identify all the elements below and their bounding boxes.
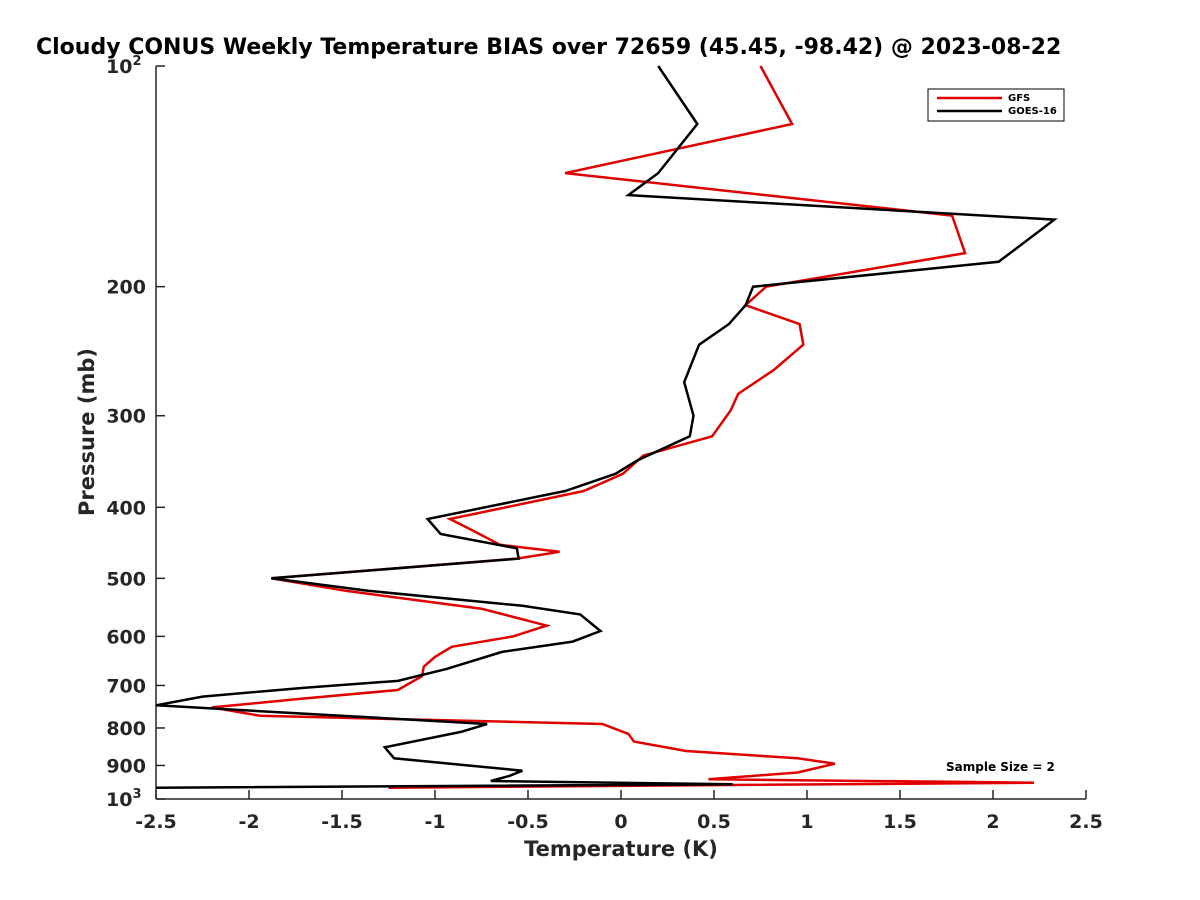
- x-tick-label: -2: [238, 811, 259, 833]
- legend-label-goes16: GOES-16: [1008, 106, 1057, 117]
- plot-area: -2.5 -2 -1.5 -1 -0.5 0 0.5 1 1.5 2 2.5 102 200 300 40…: [106, 54, 1103, 833]
- legend: GFS GOES-16: [927, 88, 1065, 122]
- y-tick-label: 600: [106, 626, 146, 648]
- series-group: [155, 65, 1058, 789]
- legend-label-gfs: GFS: [1008, 93, 1030, 104]
- y-tick-label: 103: [106, 787, 142, 811]
- x-tick-label: -1.5: [321, 811, 363, 833]
- x-axis-label: Temperature (K): [524, 837, 718, 861]
- x-tick-label: -1: [424, 811, 445, 833]
- series-line-goes16: [155, 65, 1058, 789]
- y-tick-label: 500: [106, 568, 146, 590]
- x-tick-label: -2.5: [135, 811, 177, 833]
- y-tick-label: 900: [106, 755, 146, 777]
- y-axis-ticks: 102 200 300 400 500 600 700 800 900 103: [106, 54, 165, 811]
- series-line-gfs: [211, 65, 1034, 789]
- x-tick-label: -0.5: [507, 811, 549, 833]
- x-tick-label: 0: [614, 811, 627, 833]
- y-tick-label: 200: [106, 277, 146, 299]
- y-tick-label: 102: [106, 54, 142, 78]
- y-tick-exponent: 3: [132, 787, 141, 802]
- x-tick-label: 1.5: [883, 811, 917, 833]
- x-tick-label: 0.5: [697, 811, 731, 833]
- y-tick-label: 400: [106, 497, 146, 519]
- legend-box: [927, 88, 1065, 122]
- chart-title: Cloudy CONUS Weekly Temperature BIAS ove…: [36, 35, 1061, 60]
- y-tick-label: 300: [106, 406, 146, 428]
- y-tick-label: 700: [106, 675, 146, 697]
- y-tick-label: 800: [106, 718, 146, 740]
- y-axis-label: Pressure (mb): [75, 348, 99, 516]
- x-tick-label: 1: [800, 811, 813, 833]
- y-tick-exponent: 2: [132, 54, 141, 69]
- x-tick-label: 2: [986, 811, 999, 833]
- x-axis-ticks: -2.5 -2 -1.5 -1 -0.5 0 0.5 1 1.5 2 2.5: [135, 790, 1103, 833]
- sample-size-annotation: Sample Size = 2: [946, 760, 1055, 774]
- x-tick-label: 2.5: [1069, 811, 1103, 833]
